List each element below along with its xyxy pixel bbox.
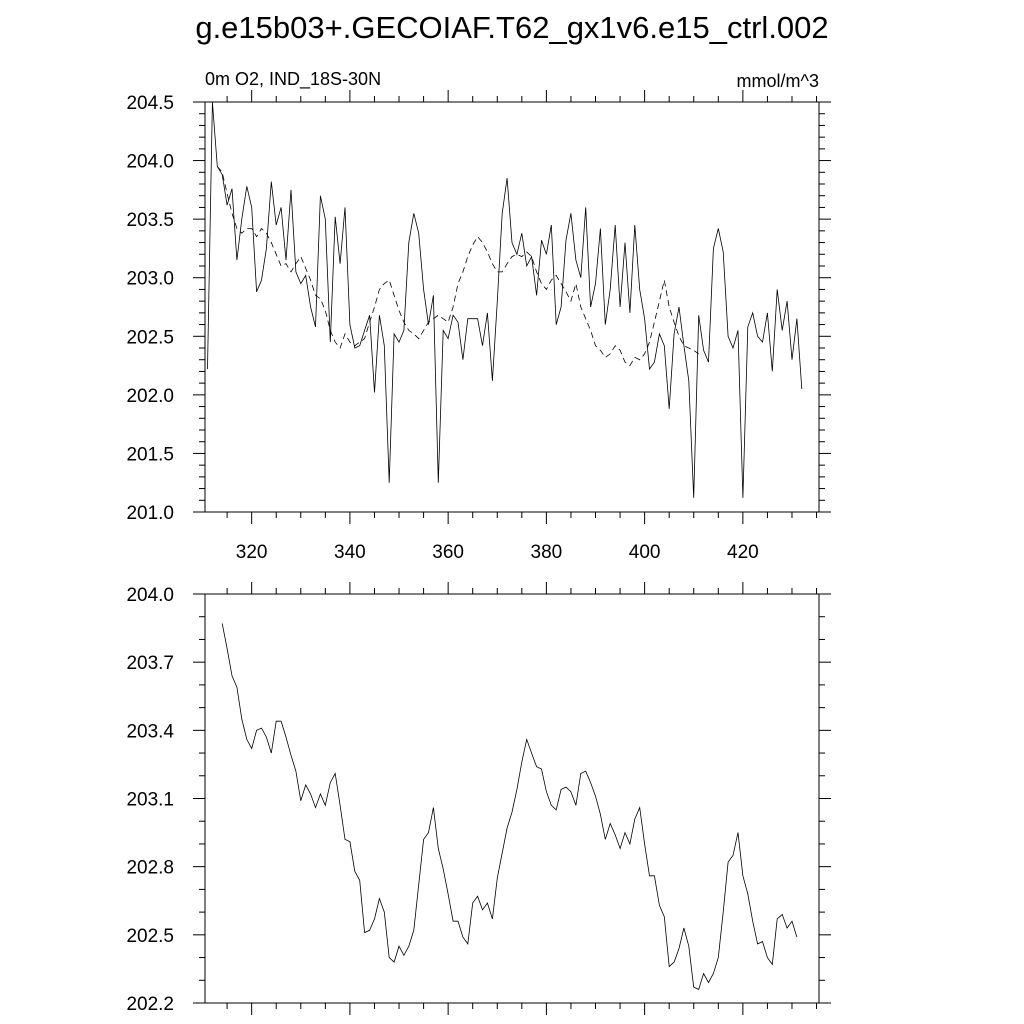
- x-tick-label: 360: [432, 542, 464, 563]
- y-tick-label: 202.8: [126, 858, 174, 879]
- x-tick-label: 320: [236, 542, 268, 563]
- data-line: [221, 623, 798, 990]
- x-tick-label: 380: [531, 542, 563, 563]
- y-tick-label: 202.5: [126, 926, 174, 947]
- y-tick-label: 203.0: [126, 269, 174, 290]
- x-tick-label: 400: [629, 542, 661, 563]
- plot-frame: [204, 593, 820, 1004]
- running-mean-line: [216, 166, 699, 367]
- subtitle-left: 0m O2, IND_18S-30N: [205, 69, 381, 90]
- subtitle-units: mmol/m^3: [737, 71, 819, 91]
- y-tick-label: 203.5: [126, 210, 174, 231]
- y-tick-label: 204.5: [126, 93, 174, 114]
- y-tick-label: 203.7: [126, 653, 174, 674]
- y-tick-label: 201.0: [126, 503, 174, 524]
- x-tick-label: 420: [727, 542, 759, 563]
- top-panel: 0m O2, IND_18S-30N mmol/m^3 320 340 360 380 40…: [126, 69, 831, 563]
- figure-title: g.e15b03+.GECOIAF.T62_gx1v6.e15_ctrl.002: [195, 10, 828, 45]
- plot-frame: [204, 101, 820, 513]
- data-line: [207, 101, 803, 498]
- y-tick-label: 201.5: [126, 444, 174, 465]
- y-tick-label: 203.1: [126, 790, 174, 811]
- bottom-panel: 202.2 202.5 202.8 203.1 203.4 203.7 204.0: [126, 582, 831, 1015]
- y-tick-label: 202.0: [126, 386, 174, 407]
- y-tick-label: 202.5: [126, 327, 174, 348]
- y-tick-label: 202.2: [126, 994, 174, 1015]
- y-tick-label: 203.4: [126, 721, 174, 742]
- y-tick-label: 204.0: [126, 152, 174, 173]
- x-tick-label: 340: [334, 542, 366, 563]
- y-tick-label: 204.0: [126, 585, 174, 606]
